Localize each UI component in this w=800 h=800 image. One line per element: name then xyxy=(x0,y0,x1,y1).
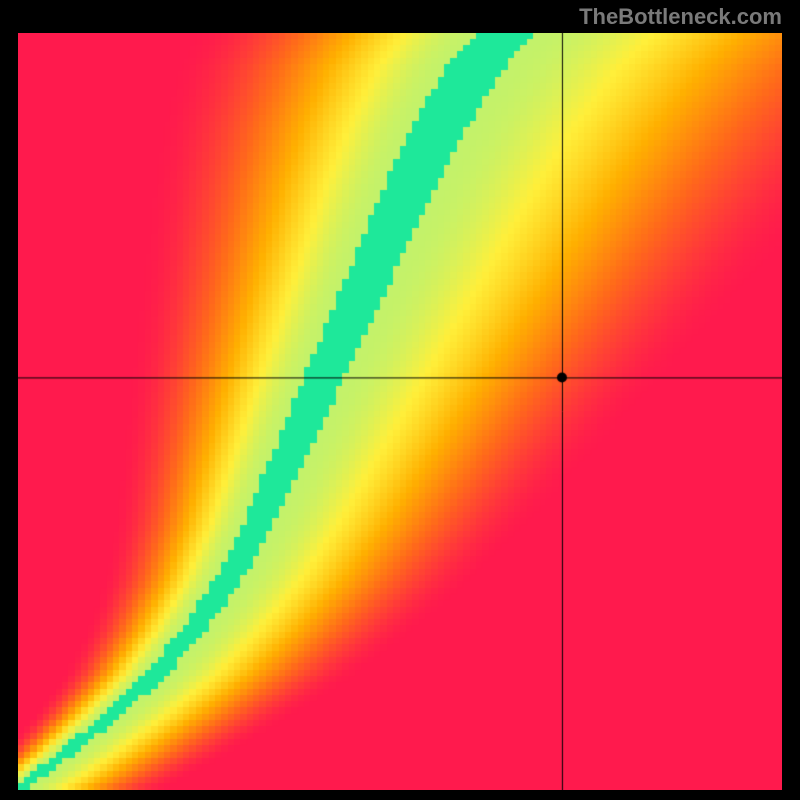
watermark-text: TheBottleneck.com xyxy=(579,4,782,30)
chart-container: TheBottleneck.com xyxy=(0,0,800,800)
heatmap-canvas xyxy=(18,33,782,790)
